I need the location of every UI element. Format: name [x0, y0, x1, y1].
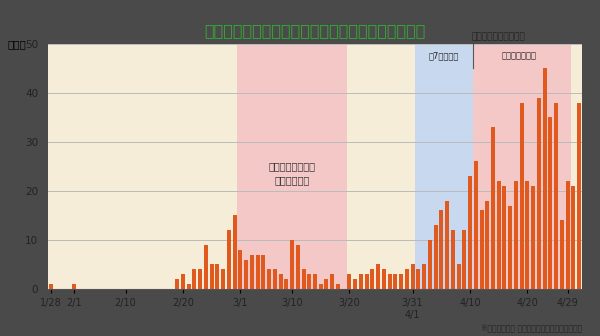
Bar: [336, 284, 340, 289]
Bar: [474, 161, 478, 289]
Bar: [439, 210, 443, 289]
Bar: [485, 201, 489, 289]
Bar: [215, 264, 220, 289]
Bar: [388, 274, 392, 289]
Bar: [376, 264, 380, 289]
Bar: [479, 210, 484, 289]
Bar: [410, 264, 415, 289]
Bar: [209, 264, 214, 289]
Bar: [238, 250, 242, 289]
Bar: [542, 68, 547, 289]
Bar: [313, 274, 317, 289]
Bar: [244, 259, 248, 289]
Bar: [560, 220, 564, 289]
Text: 北海道知事による
緊急事態宣言: 北海道知事による 緊急事態宣言: [269, 161, 316, 185]
Bar: [187, 284, 191, 289]
Bar: [415, 44, 473, 289]
Bar: [537, 98, 541, 289]
Bar: [382, 269, 386, 289]
Bar: [473, 44, 571, 289]
Bar: [571, 186, 575, 289]
Bar: [48, 44, 238, 289]
Bar: [204, 245, 208, 289]
Bar: [577, 102, 581, 289]
Bar: [319, 284, 323, 289]
Bar: [221, 269, 225, 289]
Bar: [181, 274, 185, 289]
Bar: [256, 255, 260, 289]
Bar: [284, 279, 289, 289]
Bar: [193, 269, 196, 289]
Bar: [428, 240, 432, 289]
Bar: [548, 117, 553, 289]
Bar: [175, 279, 179, 289]
Text: （全国に拡大）: （全国に拡大）: [502, 51, 536, 60]
Bar: [359, 274, 363, 289]
Bar: [434, 225, 437, 289]
Bar: [422, 264, 426, 289]
Bar: [554, 102, 558, 289]
Bar: [457, 264, 461, 289]
Bar: [262, 255, 265, 289]
Bar: [526, 181, 529, 289]
Bar: [325, 279, 328, 289]
Bar: [508, 206, 512, 289]
Y-axis label: （人）: （人）: [8, 39, 26, 49]
Bar: [267, 269, 271, 289]
Bar: [198, 269, 202, 289]
Bar: [405, 269, 409, 289]
Bar: [302, 269, 305, 289]
Bar: [462, 230, 466, 289]
Text: ※出典：北海道 札幌市発表による数値より作成: ※出典：北海道 札幌市発表による数値より作成: [481, 324, 582, 333]
Text: （7都府県）: （7都府県）: [429, 51, 460, 60]
Bar: [497, 181, 501, 289]
Bar: [307, 274, 311, 289]
Bar: [290, 240, 294, 289]
Bar: [278, 274, 283, 289]
Bar: [491, 127, 495, 289]
Bar: [233, 215, 236, 289]
Bar: [330, 274, 334, 289]
Bar: [72, 284, 76, 289]
Bar: [250, 255, 254, 289]
Bar: [370, 269, 374, 289]
Title: 北海道における新型コロナウイルス感染者数の推移: 北海道における新型コロナウイルス感染者数の推移: [205, 23, 425, 38]
Bar: [566, 181, 569, 289]
Bar: [520, 102, 524, 289]
Bar: [347, 44, 415, 289]
Bar: [502, 186, 506, 289]
Bar: [514, 181, 518, 289]
Bar: [445, 201, 449, 289]
Bar: [531, 186, 535, 289]
Bar: [399, 274, 403, 289]
Bar: [273, 269, 277, 289]
Bar: [296, 245, 300, 289]
Bar: [468, 176, 472, 289]
Bar: [49, 284, 53, 289]
Bar: [365, 274, 368, 289]
Bar: [394, 274, 397, 289]
Bar: [353, 279, 357, 289]
Bar: [451, 230, 455, 289]
Bar: [238, 44, 347, 289]
Text: 国による緊急事態宣言: 国による緊急事態宣言: [472, 32, 526, 41]
Bar: [227, 230, 231, 289]
Bar: [416, 269, 421, 289]
Bar: [347, 274, 352, 289]
